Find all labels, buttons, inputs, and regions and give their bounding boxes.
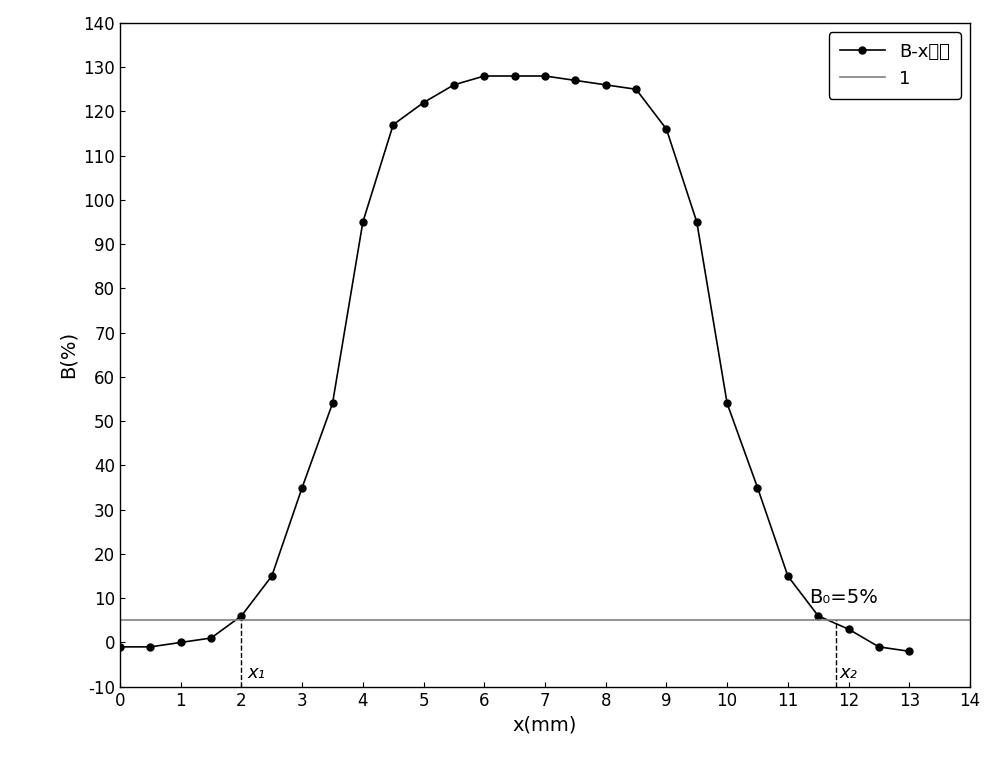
Text: x₁: x₁ xyxy=(248,664,265,682)
B-x曲线 xyxy=(387,120,399,129)
B-x曲线 xyxy=(721,399,733,408)
B-x曲线 xyxy=(175,638,187,647)
B-x曲线 xyxy=(448,80,460,89)
Text: x₂: x₂ xyxy=(839,664,857,682)
Legend: B-x曲线, 1: B-x曲线, 1 xyxy=(829,32,961,98)
Y-axis label: B(%): B(%) xyxy=(59,331,78,378)
B-x曲线 xyxy=(418,98,430,107)
B-x曲线 xyxy=(630,85,642,94)
1 xyxy=(175,616,187,625)
B-x曲线 xyxy=(660,124,672,134)
B-x曲线 xyxy=(114,642,126,652)
B-x曲线 xyxy=(539,72,551,81)
B-x曲线 xyxy=(903,647,915,656)
B-x曲线 xyxy=(782,571,794,581)
B-x曲线 xyxy=(569,76,581,85)
B-x曲线 xyxy=(266,571,278,581)
B-x曲线 xyxy=(478,72,490,81)
B-x曲线 xyxy=(235,611,247,620)
Line: B-x曲线: B-x曲线 xyxy=(117,72,913,655)
Text: B₀=5%: B₀=5% xyxy=(809,588,878,607)
B-x曲线 xyxy=(144,642,156,652)
B-x曲线 xyxy=(873,642,885,652)
B-x曲线 xyxy=(296,483,308,492)
B-x曲线 xyxy=(752,483,764,492)
B-x曲线 xyxy=(205,633,217,642)
B-x曲线 xyxy=(691,217,703,227)
B-x曲线 xyxy=(600,80,612,89)
B-x曲线 xyxy=(843,625,855,634)
B-x曲线 xyxy=(812,611,824,620)
B-x曲线 xyxy=(326,399,338,408)
B-x曲线 xyxy=(357,217,369,227)
X-axis label: x(mm): x(mm) xyxy=(513,715,577,734)
1 xyxy=(114,616,126,625)
B-x曲线 xyxy=(509,72,521,81)
